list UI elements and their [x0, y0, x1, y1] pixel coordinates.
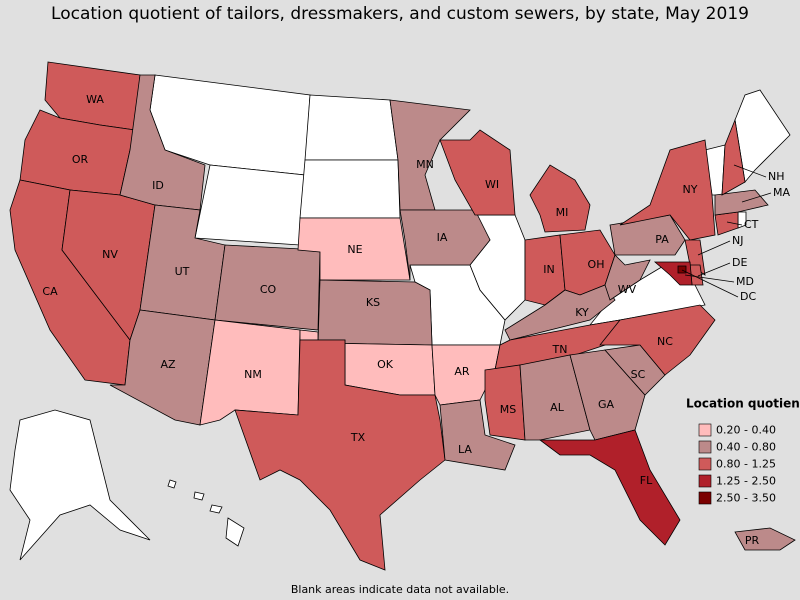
state-label: NH — [768, 170, 785, 183]
state-label: IA — [437, 231, 448, 244]
legend-swatch — [698, 457, 712, 471]
state-shape — [209, 504, 223, 514]
map-title: Location quotient of tailors, dressmaker… — [51, 4, 749, 24]
state-label: AR — [454, 365, 470, 378]
state-label: PA — [655, 233, 669, 246]
state-shape — [194, 164, 306, 246]
leader-line — [697, 262, 731, 277]
state-shape — [609, 214, 686, 256]
state-label: LA — [458, 443, 472, 456]
state-label: NM — [244, 368, 262, 381]
leader-line — [741, 192, 772, 203]
state-label: KY — [575, 306, 589, 319]
state-shape — [304, 94, 399, 161]
state-label: AL — [550, 401, 565, 414]
legend: Location quotient 0.20 - 0.40 0.40 - 0.80… — [686, 397, 800, 505]
state-label: SC — [631, 368, 646, 381]
state-shape — [299, 159, 401, 219]
state-shape — [599, 304, 716, 376]
state-shape — [714, 189, 769, 216]
state-label: NC — [657, 335, 673, 348]
state-label: MN — [416, 158, 434, 171]
state-shape — [439, 129, 516, 216]
state-label: OR — [72, 153, 89, 166]
state-shape — [519, 354, 591, 441]
leader-line — [733, 164, 767, 178]
state-label: CA — [42, 285, 58, 298]
state-label: WV — [618, 283, 637, 296]
legend-swatch — [698, 474, 712, 488]
state-shape — [225, 517, 245, 547]
leader-line — [726, 221, 743, 226]
state-shape — [484, 364, 526, 441]
state-shape — [529, 164, 591, 233]
state-label: IN — [543, 263, 554, 276]
state-shape — [389, 99, 471, 211]
state-label: WA — [86, 93, 104, 106]
state-label: MS — [500, 403, 516, 416]
state-shape — [119, 74, 206, 211]
state-shape — [619, 139, 716, 241]
legend-title: Location quotient — [686, 397, 800, 411]
state-label: NJ — [732, 234, 743, 247]
state-shape — [677, 265, 687, 274]
legend-label: 0.20 - 0.40 — [716, 424, 776, 437]
state-label: CT — [744, 218, 759, 231]
state-shape — [538, 429, 681, 546]
state-label: AZ — [160, 358, 176, 371]
legend-swatch — [698, 423, 712, 437]
leader-line — [681, 269, 739, 298]
state-label: GA — [598, 398, 615, 411]
state-labels: WA OR CA NV ID UT AZ CO NM NE KS OK TX MN IA AR LA WI MI IN… — [42, 93, 790, 547]
legend-swatch — [698, 491, 712, 505]
state-shape — [214, 244, 321, 331]
states — [9, 61, 796, 571]
state-label: UT — [175, 265, 190, 278]
state-shape — [439, 399, 516, 471]
state-label: NE — [347, 243, 362, 256]
state-shape — [317, 279, 433, 346]
legend-label: 0.40 - 0.80 — [716, 441, 776, 454]
legend-label: 2.50 - 3.50 — [716, 492, 776, 505]
state-shape — [234, 339, 446, 571]
legend-label: 0.80 - 1.25 — [716, 458, 776, 471]
state-label: NV — [102, 248, 118, 261]
state-label: WI — [485, 178, 499, 191]
footnote: Blank areas indicate data not available. — [291, 583, 509, 596]
state-shape — [193, 491, 205, 501]
legend-swatch — [698, 440, 712, 454]
state-label: PR — [745, 534, 760, 547]
state-label: TX — [350, 431, 366, 444]
leader-line — [684, 274, 735, 283]
state-label: FL — [640, 474, 653, 487]
state-shape — [734, 527, 796, 551]
state-shape — [9, 409, 151, 561]
state-label: TN — [552, 343, 568, 356]
state-label: OH — [588, 258, 605, 271]
state-shape — [721, 118, 746, 196]
state-label: NY — [683, 183, 698, 196]
state-label: KS — [366, 296, 380, 309]
state-shape — [167, 479, 177, 489]
state-label: MD — [736, 275, 754, 288]
state-label: MA — [773, 186, 790, 199]
state-label: ID — [152, 179, 164, 192]
state-label: DE — [732, 256, 747, 269]
legend-label: 1.25 - 2.50 — [716, 475, 776, 488]
state-label: MI — [556, 206, 569, 219]
state-label: DC — [740, 290, 756, 303]
state-label: OK — [377, 358, 394, 371]
state-label: CO — [260, 283, 277, 296]
leader-line — [697, 240, 731, 256]
